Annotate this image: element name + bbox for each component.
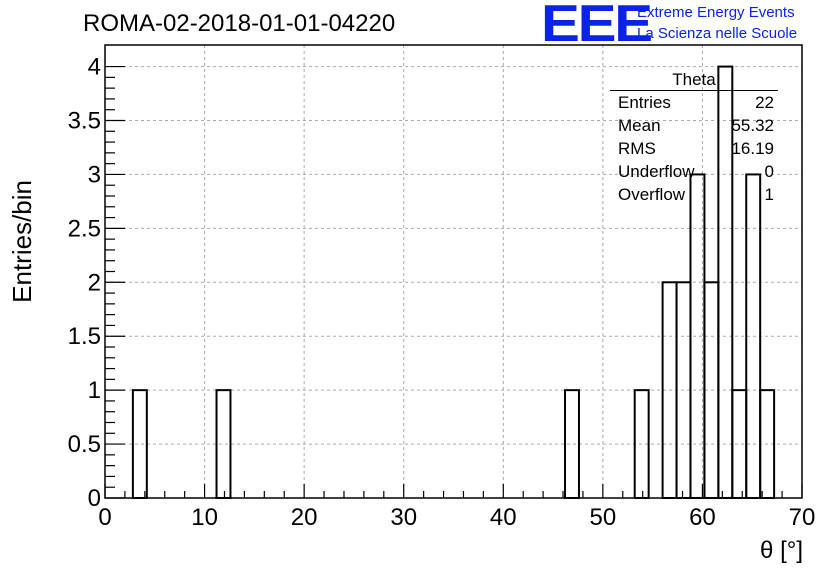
- logo-subtitle-line1: Extreme Energy Events: [637, 4, 795, 21]
- x-tick-label: 60: [689, 504, 716, 531]
- x-tick-label: 30: [390, 504, 417, 531]
- stats-row-overflow: Overflow 1: [610, 183, 778, 206]
- histogram-bars: [131, 65, 776, 500]
- y-tick-label: 1.5: [68, 323, 101, 350]
- stats-row-mean: Mean 55.32: [610, 114, 778, 137]
- stats-row-rms: RMS 16.19: [610, 137, 778, 160]
- y-tick-label: 3: [88, 161, 101, 188]
- stats-value: 16.19: [731, 139, 774, 158]
- x-tick-label: 20: [291, 504, 318, 531]
- y-tick-label: 2.5: [68, 215, 101, 242]
- x-tick-label: 40: [490, 504, 517, 531]
- statistics-box: Theta Entries 22 Mean 55.32 RMS 16.19 Un…: [610, 70, 778, 206]
- y-tick-label: 1: [88, 377, 101, 404]
- x-tick-label: 70: [789, 504, 816, 531]
- histogram-bar: [131, 389, 148, 499]
- stats-value: 55.32: [731, 116, 774, 135]
- x-tick-label: 0: [98, 504, 111, 531]
- stats-value: 22: [755, 93, 774, 112]
- stats-label: Overflow: [618, 185, 686, 204]
- axis-ticks: [104, 65, 803, 499]
- y-axis-label: Entries/bin: [7, 180, 37, 303]
- stats-label: Entries: [618, 93, 671, 112]
- stats-title: Theta: [610, 70, 778, 91]
- chart-title: ROMA-02-2018-01-01-04220: [83, 10, 396, 37]
- logo-subtitle-line2: La Scienza nelle Scuole: [637, 25, 798, 42]
- histogram-bar: [731, 389, 748, 499]
- stats-label: RMS: [618, 139, 656, 158]
- y-tick-label: 4: [88, 54, 101, 81]
- stats-value: 0: [764, 162, 774, 181]
- y-tick-label: 3.5: [68, 108, 101, 135]
- eee-logo: EEE: [541, 0, 653, 53]
- stats-value: 1: [764, 185, 774, 204]
- x-tick-label: 10: [191, 504, 218, 531]
- y-tick-label: 2: [88, 269, 101, 296]
- y-tick-label: 0: [88, 485, 101, 512]
- stats-label: Underflow: [618, 162, 695, 181]
- stats-label: Mean: [618, 116, 661, 135]
- stats-row-entries: Entries 22: [610, 91, 778, 114]
- x-tick-label: 50: [590, 504, 617, 531]
- y-tick-label: 0.5: [68, 431, 101, 458]
- stats-row-underflow: Underflow 0: [610, 160, 778, 183]
- x-axis-label: θ [°]: [760, 537, 803, 564]
- histogram-bar: [215, 389, 232, 499]
